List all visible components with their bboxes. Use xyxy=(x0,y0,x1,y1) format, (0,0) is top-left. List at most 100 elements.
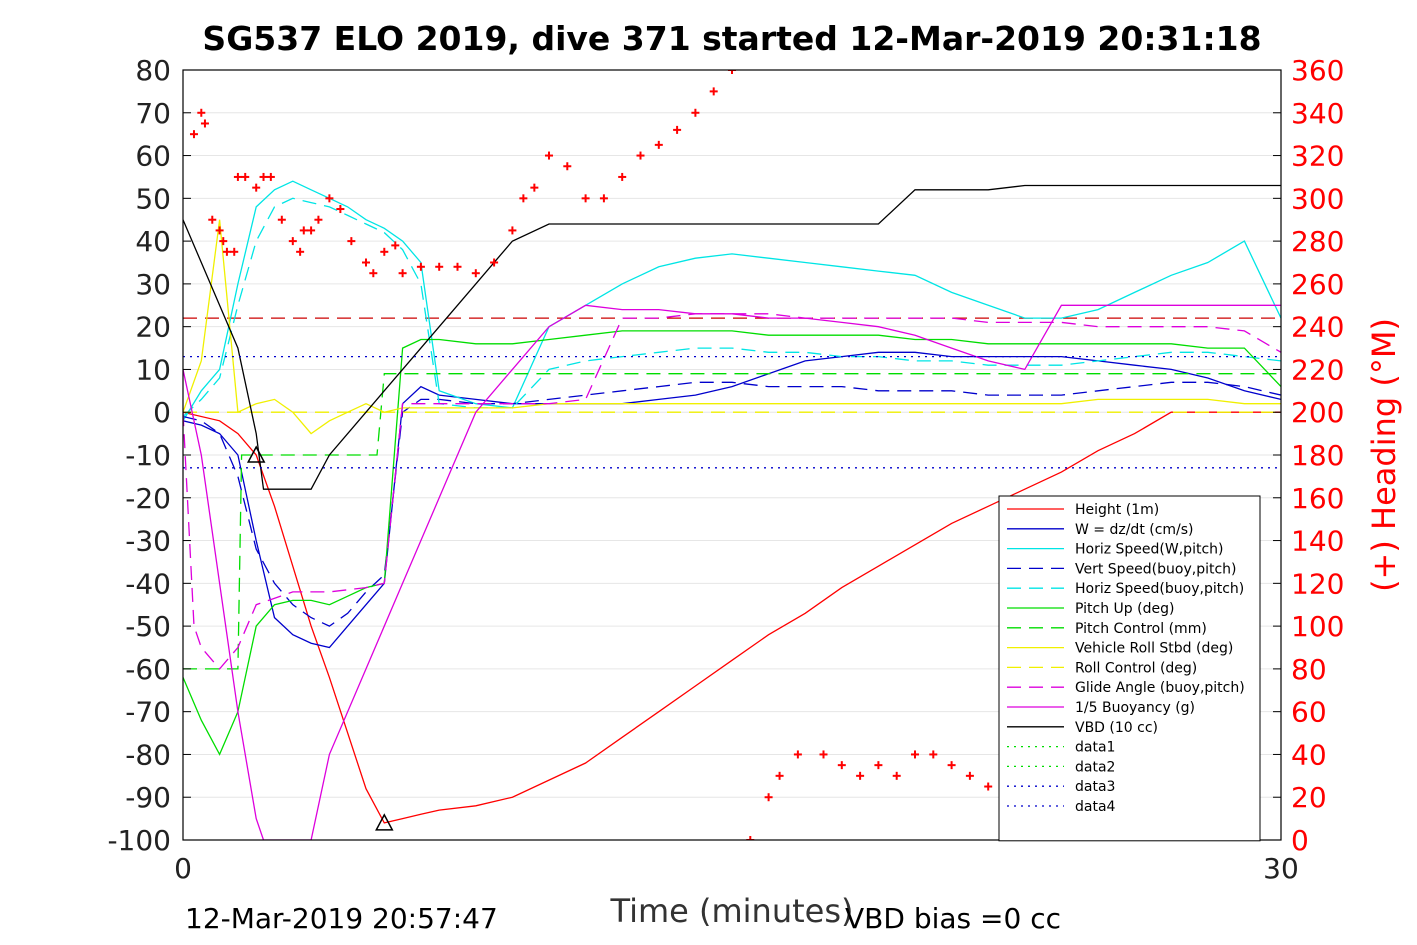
series-line-1-5-buoyancy-g xyxy=(183,304,1281,840)
heading-point xyxy=(856,771,865,780)
heading-point xyxy=(947,761,956,770)
series-line-vehicle-roll-stbd-deg xyxy=(183,219,1281,435)
right-tick-label: 180 xyxy=(1291,439,1344,472)
right-tick-label: 20 xyxy=(1291,781,1327,814)
heading-point xyxy=(391,241,400,250)
left-tick-label: 30 xyxy=(135,268,171,301)
heading-point xyxy=(314,215,323,224)
left-tick-label: -60 xyxy=(125,653,171,686)
legend: Height (1m) W = dz/dt (cm/s) Horiz Speed(W… xyxy=(998,495,1261,842)
heading-point xyxy=(453,262,462,271)
heading-point xyxy=(599,194,608,203)
heading-point xyxy=(208,215,217,224)
markers-layer xyxy=(246,445,394,831)
heading-point xyxy=(369,269,378,278)
series-group xyxy=(183,70,1281,840)
heading-point xyxy=(691,108,700,117)
series-line-horiz-speed-w-pitch xyxy=(183,180,1281,422)
heading-point xyxy=(984,782,993,791)
left-tick-label: -10 xyxy=(125,439,171,472)
legend-item: Roll Control (deg) xyxy=(1007,660,1197,676)
legend-item: VBD (10 cc) xyxy=(1007,720,1158,736)
heading-point xyxy=(618,172,627,181)
heading-point xyxy=(819,750,828,759)
right-tick-label: 100 xyxy=(1291,610,1344,643)
left-tick-label: 50 xyxy=(135,182,171,215)
left-tick-label: -40 xyxy=(125,567,171,600)
turn-marker xyxy=(246,445,266,463)
legend-item: data1 xyxy=(1007,740,1115,756)
legend-label: data4 xyxy=(1075,799,1116,815)
legend-label: Height (1m) xyxy=(1075,502,1159,518)
legend-item: Vert Speed(buoy,pitch) xyxy=(1007,561,1237,577)
heading-point xyxy=(746,836,755,840)
legend-item: W = dz/dt (cm/s) xyxy=(1007,522,1194,538)
heading-point xyxy=(636,151,645,160)
legend-label: Pitch Up (deg) xyxy=(1075,601,1174,617)
left-tick-label: -80 xyxy=(125,738,171,771)
heading-point xyxy=(519,194,528,203)
x-tick-label: 30 xyxy=(1263,852,1299,885)
heading-point xyxy=(874,761,883,770)
left-tick-label: 0 xyxy=(153,396,171,429)
left-tick-label: 40 xyxy=(135,225,171,258)
heading-point xyxy=(673,125,682,134)
legend-item: data3 xyxy=(1007,779,1115,795)
right-tick-label: 320 xyxy=(1291,140,1344,173)
left-tick-label: -30 xyxy=(125,525,171,558)
legend-label: Roll Control (deg) xyxy=(1075,660,1197,676)
legend-item: Vehicle Roll Stbd (deg) xyxy=(1007,641,1233,657)
heading-point xyxy=(508,226,517,235)
heading-point xyxy=(219,237,228,246)
heading-point xyxy=(252,183,261,192)
heading-point xyxy=(929,750,938,759)
heading-point xyxy=(362,258,370,267)
heading-point xyxy=(241,172,250,181)
heading-point xyxy=(189,130,198,139)
heading-point xyxy=(530,183,539,192)
heading-point xyxy=(416,262,425,271)
right-tick-label: 120 xyxy=(1291,567,1344,600)
heading-point xyxy=(325,194,334,203)
series-line-pitch-up-deg xyxy=(183,330,1281,756)
series-line-glide-angle-buoy-pitch xyxy=(183,313,1281,670)
heading-point xyxy=(266,172,275,181)
series-line-horiz-speed-buoy-pitch xyxy=(183,197,1281,417)
right-tick-label: 160 xyxy=(1291,482,1344,515)
series-line-height-1m xyxy=(183,411,1281,824)
heading-point xyxy=(545,151,553,160)
left-tick-label: -50 xyxy=(125,610,171,643)
legend-item: data4 xyxy=(1007,799,1116,815)
legend-label: Horiz Speed(buoy,pitch) xyxy=(1075,581,1244,597)
heading-point xyxy=(654,140,663,149)
legend-label: Horiz Speed(W,pitch) xyxy=(1075,542,1223,558)
right-tick-label: 340 xyxy=(1291,97,1344,130)
right-axis-label: (+) Heading (°M) xyxy=(1365,318,1403,592)
left-tick-label: 10 xyxy=(135,353,171,386)
legend-label: W = dz/dt (cm/s) xyxy=(1075,522,1194,538)
right-tick-label: 200 xyxy=(1291,396,1344,429)
legend-label: data1 xyxy=(1075,740,1115,756)
left-tick-label: -90 xyxy=(125,781,171,814)
left-tick-label: 80 xyxy=(135,54,171,87)
heading-point xyxy=(200,119,209,128)
legend-item: Height (1m) xyxy=(1007,502,1159,518)
heading-point xyxy=(288,237,297,246)
right-tick-label: 260 xyxy=(1291,268,1344,301)
chart-title: SG537 ELO 2019, dive 371 started 12-Mar-… xyxy=(202,19,1261,58)
heading-point xyxy=(233,172,242,181)
heading-point xyxy=(336,205,345,214)
legend-label: VBD (10 cc) xyxy=(1075,720,1158,736)
series-layer xyxy=(183,70,1281,840)
heading-point xyxy=(222,247,231,256)
legend-label: data3 xyxy=(1075,779,1115,795)
heading-point xyxy=(197,108,206,117)
heading-point xyxy=(764,793,773,802)
right-tick-label: 140 xyxy=(1291,525,1344,558)
heading-point xyxy=(307,226,316,235)
heading-point xyxy=(892,771,901,780)
legend-item: Horiz Speed(buoy,pitch) xyxy=(1007,581,1244,597)
legend-box xyxy=(998,495,1261,842)
heading-point xyxy=(259,172,268,181)
